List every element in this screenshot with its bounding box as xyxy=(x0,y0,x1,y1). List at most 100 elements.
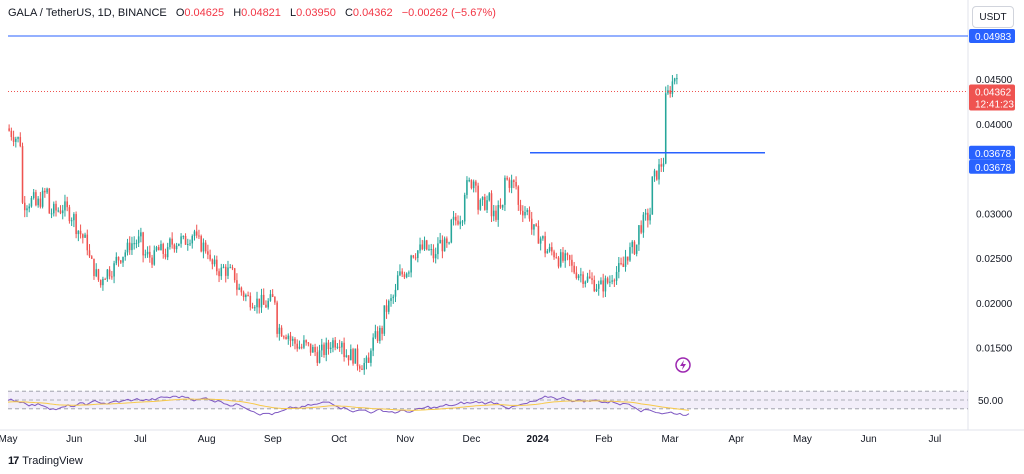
candle-body xyxy=(548,247,551,251)
time-tick-label: Nov xyxy=(396,434,414,445)
tradingview-logo-text: TradingView xyxy=(22,455,83,467)
candle-body xyxy=(403,274,406,278)
candle-body xyxy=(180,236,182,244)
candle-body xyxy=(656,170,658,180)
candle-body xyxy=(153,250,156,265)
candle-body xyxy=(8,128,10,131)
candle-body xyxy=(484,196,486,210)
close-value: 0.04362 xyxy=(352,7,393,19)
candle-body xyxy=(184,236,187,245)
candle-body xyxy=(21,146,24,203)
candle-body xyxy=(609,281,611,283)
candle-body xyxy=(644,212,647,215)
candle-body xyxy=(600,280,602,285)
candle-body xyxy=(236,280,238,290)
candle-body xyxy=(289,335,292,341)
candle-body xyxy=(673,78,676,82)
candle-body xyxy=(492,210,495,217)
candle-body xyxy=(19,137,22,147)
candle-body xyxy=(412,255,415,258)
candle-body xyxy=(571,259,573,266)
candle-body xyxy=(175,245,178,250)
candle-body xyxy=(589,276,591,279)
candle-body xyxy=(162,244,164,254)
candle-body xyxy=(30,197,33,207)
candle-body xyxy=(631,241,633,248)
candle-body xyxy=(367,357,370,363)
candle-body xyxy=(410,255,412,273)
candle-body xyxy=(86,234,89,251)
candle-body xyxy=(551,247,553,252)
candle-body xyxy=(321,344,323,351)
candle-body xyxy=(361,368,363,370)
candle-body xyxy=(325,342,328,355)
candle-body xyxy=(468,180,470,182)
candle-body xyxy=(383,305,386,334)
candle-body xyxy=(73,214,75,221)
candle-body xyxy=(379,327,381,341)
candle-body xyxy=(374,331,377,338)
candle-body xyxy=(213,259,216,265)
time-tick-label: 2024 xyxy=(527,434,550,445)
candle-body xyxy=(240,287,243,293)
candle-body xyxy=(450,219,453,243)
price-tick-label: 0.04000 xyxy=(976,120,1013,131)
candle-body xyxy=(417,250,419,258)
candle-body xyxy=(131,243,133,251)
candle-body xyxy=(539,238,542,244)
time-tick-label: Jun xyxy=(66,434,82,445)
candle-body xyxy=(434,254,437,259)
candle-body xyxy=(28,206,30,209)
candles-layer xyxy=(8,73,678,375)
candle-body xyxy=(46,188,48,193)
candle-body xyxy=(88,250,91,257)
grid xyxy=(0,0,1024,431)
candle-body xyxy=(347,355,350,361)
candle-body xyxy=(481,196,484,200)
candle-body xyxy=(421,244,424,250)
candle-body xyxy=(524,211,526,216)
candle-body xyxy=(513,180,515,183)
candle-body xyxy=(640,225,642,233)
candle-body xyxy=(676,78,678,80)
candle-body xyxy=(495,210,497,220)
candle-body xyxy=(604,278,607,292)
candle-body xyxy=(499,205,502,208)
candle-body xyxy=(327,342,330,350)
time-tick-label: Aug xyxy=(198,434,216,445)
candle-body xyxy=(635,244,638,254)
currency-button[interactable]: USDT xyxy=(972,6,1014,28)
candle-body xyxy=(204,242,207,252)
time-tick-label: Jul xyxy=(134,434,147,445)
candle-body xyxy=(528,209,531,219)
price-tick-label: 0.02000 xyxy=(976,299,1013,310)
candle-body xyxy=(157,247,160,251)
candle-body xyxy=(515,182,517,187)
tradingview-logo[interactable]: 17 TradingView xyxy=(8,455,83,467)
candle-body xyxy=(519,204,522,211)
symbol-title: GALA / TetherUS, 1D, BINANCE xyxy=(8,7,167,19)
candle-body xyxy=(218,271,220,277)
candle-body xyxy=(376,331,379,341)
candle-body xyxy=(329,347,332,350)
candle-body xyxy=(133,243,135,245)
candle-body xyxy=(260,294,263,308)
candle-body xyxy=(669,90,671,94)
candle-body xyxy=(591,278,593,280)
candle-body xyxy=(256,298,258,308)
candle-body xyxy=(653,170,656,177)
time-tick-label: May xyxy=(0,434,17,445)
candle-body xyxy=(115,256,118,264)
candle-body xyxy=(106,269,109,279)
candle-body xyxy=(117,256,120,261)
candle-body xyxy=(555,257,558,259)
candle-body xyxy=(216,259,218,272)
candle-body xyxy=(338,346,341,348)
candle-body xyxy=(229,267,231,269)
candle-body xyxy=(149,251,151,258)
candle-body xyxy=(68,207,71,222)
candle-body xyxy=(209,254,211,260)
candle-body xyxy=(573,265,575,273)
candle-body xyxy=(247,295,249,297)
